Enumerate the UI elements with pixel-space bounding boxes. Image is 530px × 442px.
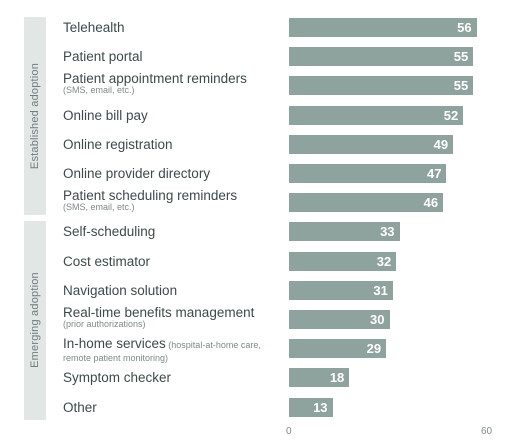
bar — [289, 310, 390, 329]
category-name: Self-scheduling — [63, 224, 156, 240]
data-label: 33 — [380, 224, 395, 240]
bar — [289, 164, 447, 183]
category-name: Other — [63, 399, 97, 415]
category-note: (prior authorizations) — [63, 319, 146, 329]
category-name: Navigation solution — [63, 282, 178, 298]
data-label: 49 — [433, 136, 449, 152]
group-band-1: Emerging adoption — [24, 221, 46, 420]
bar — [289, 339, 387, 359]
category-name: Online bill pay — [63, 107, 148, 123]
bar — [289, 134, 454, 154]
category-name: Online provider directory — [63, 166, 211, 181]
category-label: Cost estimator — [63, 253, 150, 271]
data-label: 32 — [376, 253, 392, 269]
x-tick-label: 60 — [481, 426, 493, 437]
bar — [289, 193, 444, 213]
category-label: Patient scheduling reminders (SMS, email,… — [63, 188, 237, 212]
category-label: Self-scheduling — [63, 223, 155, 241]
category-label: Online provider directory — [63, 165, 210, 183]
category-label: Patient appointment reminders (SMS, email… — [63, 71, 247, 95]
category-note: (SMS, email, etc.) — [63, 85, 135, 96]
data-label: 55 — [453, 78, 469, 94]
category-name: Telehealth — [63, 20, 125, 35]
category-label: Real-time benefits management (prior auth… — [63, 305, 254, 329]
group-band-0: Established adoption — [24, 17, 46, 216]
category-name: Online registration — [63, 136, 173, 152]
category-label: Patient portal — [63, 48, 143, 66]
category-label: Online bill pay — [63, 107, 148, 125]
data-label: 29 — [366, 341, 382, 357]
group-band-label: Established adoption — [29, 63, 41, 170]
bar — [289, 251, 397, 271]
category-name: Symptom checker — [63, 370, 172, 386]
data-label: 52 — [443, 107, 459, 123]
category-label: In-home services (hospital-at-home care,… — [63, 336, 278, 364]
category-name: In-home services — [63, 336, 166, 352]
bar — [289, 397, 333, 417]
category-label: Telehealth — [63, 19, 125, 37]
category-name: Patient scheduling reminders — [63, 188, 238, 204]
data-label: 18 — [329, 370, 345, 386]
bar — [289, 105, 464, 125]
category-label: Other — [63, 399, 97, 417]
x-tick-label: 0 — [286, 426, 292, 437]
data-label: 13 — [313, 399, 328, 415]
category-name: Patient portal — [63, 49, 143, 65]
data-label: 55 — [453, 49, 469, 65]
bar — [289, 280, 393, 300]
data-label: 56 — [457, 20, 472, 35]
data-label: 31 — [373, 282, 388, 298]
bar — [289, 47, 474, 67]
bar — [289, 76, 474, 96]
category-name: Cost estimator — [63, 253, 151, 269]
data-label: 46 — [423, 195, 439, 211]
data-label: 30 — [370, 312, 385, 327]
category-note: (hospital-at-home care, remote patient m… — [63, 340, 261, 364]
category-name: Real-time benefits management — [63, 305, 255, 320]
category-label: Navigation solution — [63, 282, 177, 300]
category-label: Online registration — [63, 136, 173, 154]
bar — [289, 18, 477, 37]
bar — [289, 222, 400, 242]
category-note: (SMS, email, etc.) — [63, 202, 135, 213]
group-band-label: Emerging adoption — [29, 272, 41, 369]
bar — [289, 368, 350, 388]
data-label: 47 — [426, 166, 442, 181]
category-name: Patient appointment reminders — [63, 71, 247, 87]
category-label: Symptom checker — [63, 369, 171, 387]
